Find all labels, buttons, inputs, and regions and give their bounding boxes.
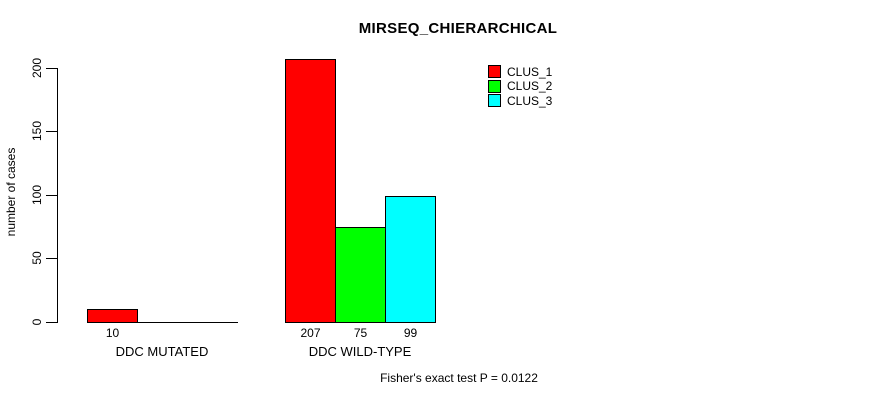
legend-label: CLUS_1 xyxy=(507,64,553,79)
legend-swatch-clus_3 xyxy=(488,94,501,107)
category-label-ddc-mutated: DDC MUTATED xyxy=(115,344,209,359)
bar-value-label: 207 xyxy=(300,326,321,340)
bar-clus_3-1 xyxy=(385,196,436,323)
legend: CLUS_1 CLUS_2 CLUS_3 xyxy=(488,65,552,109)
y-axis-label: number of cases xyxy=(4,147,18,237)
category-label-ddc-wild-type: DDC WILD-TYPE xyxy=(308,344,412,359)
y-tick-mark xyxy=(46,131,57,132)
y-tick-mark xyxy=(46,258,57,259)
bar-value-label: 75 xyxy=(353,326,368,340)
legend-label: CLUS_3 xyxy=(507,93,553,108)
bar-clus_1-0 xyxy=(87,309,138,323)
legend-entry-clus_3: CLUS_3 xyxy=(488,93,553,108)
legend-swatch-clus_1 xyxy=(488,65,501,78)
bar-clus_1-1 xyxy=(285,59,336,323)
y-tick-label: 200 xyxy=(30,57,44,79)
annotation-fishers-test: Fisher's exact test P = 0.0122 xyxy=(380,371,538,385)
y-tick-mark xyxy=(46,322,57,323)
y-tick-label: 150 xyxy=(30,120,44,142)
legend-entry-clus_1: CLUS_1 xyxy=(488,64,553,79)
y-tick-label: 50 xyxy=(30,251,44,265)
y-tick-mark xyxy=(46,195,57,196)
legend-label: CLUS_2 xyxy=(507,79,553,93)
y-tick-label: 100 xyxy=(30,184,44,206)
y-tick-mark xyxy=(46,68,57,69)
bar-value-label: 10 xyxy=(105,326,120,340)
legend-swatch-clus_2 xyxy=(488,79,501,93)
y-axis-line xyxy=(57,68,58,323)
y-tick-label: 0 xyxy=(30,318,44,326)
bar-clus_2-1 xyxy=(335,227,386,323)
chart-title: MIRSEQ_CHIERARCHICAL xyxy=(358,20,558,37)
legend-entry-clus_2: CLUS_2 xyxy=(488,79,553,93)
bar-value-label: 99 xyxy=(403,326,418,340)
group-baseline xyxy=(87,322,238,323)
